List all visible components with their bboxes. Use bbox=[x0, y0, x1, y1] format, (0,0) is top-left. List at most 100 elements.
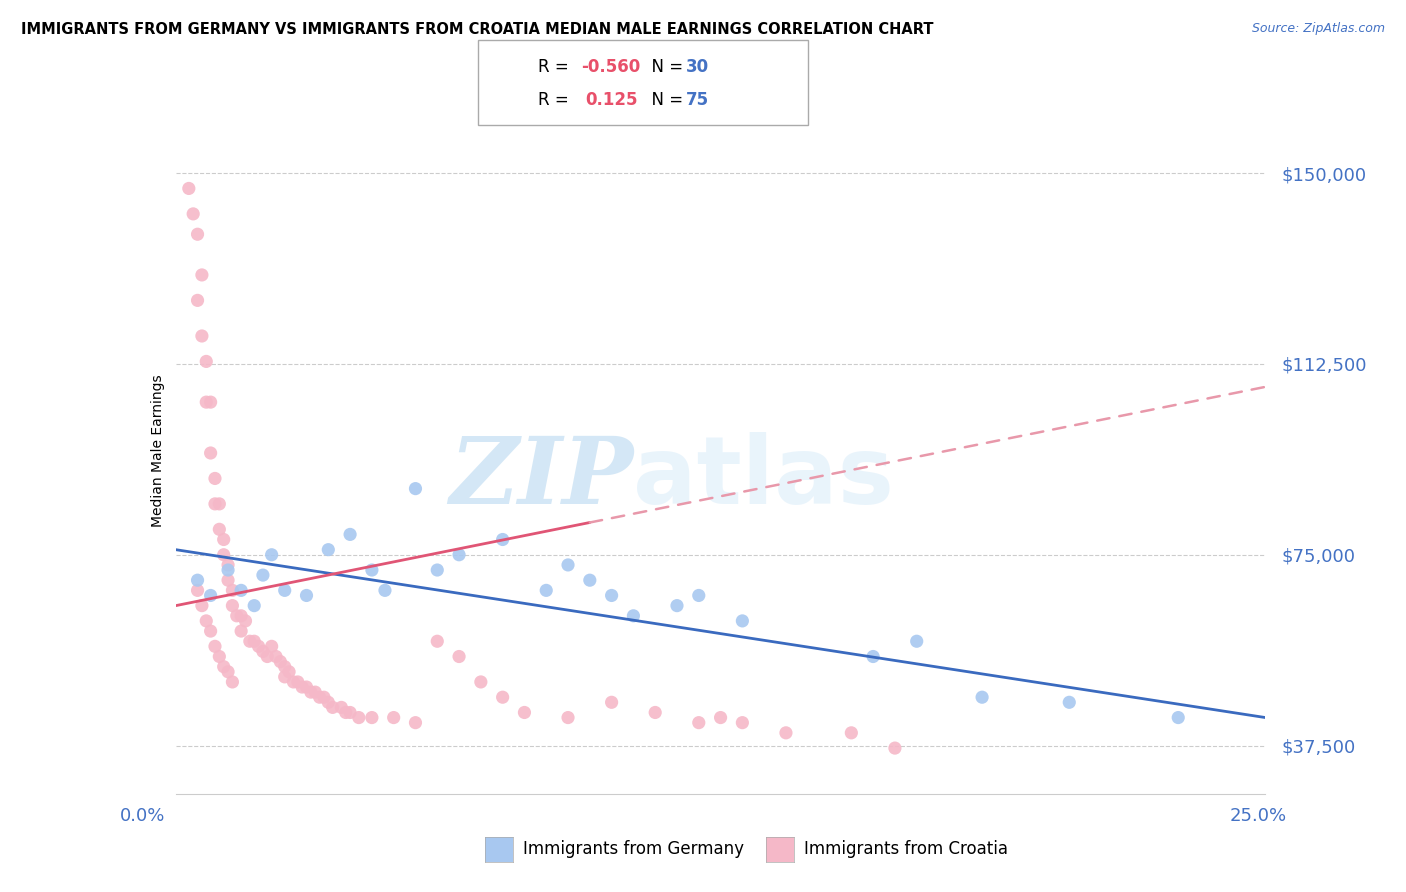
Point bbox=[191, 268, 214, 282]
Point bbox=[360, 710, 382, 724]
Point bbox=[231, 583, 253, 598]
Point bbox=[360, 563, 382, 577]
Point bbox=[221, 583, 243, 598]
Point bbox=[447, 649, 470, 664]
Point bbox=[269, 655, 291, 669]
Point bbox=[177, 181, 200, 195]
Point bbox=[217, 573, 239, 587]
Point bbox=[447, 548, 470, 562]
Point bbox=[260, 548, 283, 562]
Y-axis label: Median Male Earnings: Median Male Earnings bbox=[150, 374, 165, 527]
Point bbox=[200, 589, 222, 603]
Point bbox=[295, 680, 318, 694]
Point bbox=[775, 726, 797, 740]
Point bbox=[557, 558, 579, 572]
Point bbox=[252, 568, 274, 582]
Point bbox=[200, 395, 222, 409]
Point bbox=[191, 329, 214, 343]
Point bbox=[666, 599, 689, 613]
Point bbox=[322, 700, 344, 714]
Text: IMMIGRANTS FROM GERMANY VS IMMIGRANTS FROM CROATIA MEDIAN MALE EARNINGS CORRELAT: IMMIGRANTS FROM GERMANY VS IMMIGRANTS FR… bbox=[21, 22, 934, 37]
Point bbox=[186, 293, 209, 308]
Point bbox=[191, 599, 214, 613]
Text: 75: 75 bbox=[686, 91, 709, 109]
Point bbox=[212, 533, 235, 547]
Point bbox=[492, 690, 515, 705]
Text: -0.560: -0.560 bbox=[581, 58, 640, 76]
Point bbox=[579, 573, 602, 587]
Point bbox=[335, 706, 357, 720]
Point bbox=[212, 548, 235, 562]
Point bbox=[1167, 710, 1189, 724]
Text: atlas: atlas bbox=[633, 432, 894, 524]
Point bbox=[731, 715, 754, 730]
Text: 0.125: 0.125 bbox=[585, 91, 637, 109]
Point bbox=[200, 624, 222, 638]
Text: 25.0%: 25.0% bbox=[1229, 807, 1286, 825]
Point bbox=[243, 634, 266, 648]
Point bbox=[970, 690, 993, 705]
Point bbox=[382, 710, 405, 724]
Point bbox=[688, 589, 710, 603]
Point bbox=[688, 715, 710, 730]
Point bbox=[710, 710, 733, 724]
Point bbox=[1057, 695, 1080, 709]
Point bbox=[470, 675, 492, 690]
Point bbox=[339, 706, 361, 720]
Point bbox=[264, 649, 287, 664]
Point bbox=[208, 649, 231, 664]
Point bbox=[513, 706, 536, 720]
Point bbox=[534, 583, 557, 598]
Point bbox=[252, 644, 274, 658]
Point bbox=[347, 710, 370, 724]
Point bbox=[274, 583, 297, 598]
Point bbox=[278, 665, 301, 679]
Point bbox=[283, 675, 305, 690]
Point bbox=[841, 726, 863, 740]
Point bbox=[200, 446, 222, 460]
Text: Immigrants from Germany: Immigrants from Germany bbox=[523, 840, 744, 858]
Point bbox=[862, 649, 884, 664]
Point bbox=[274, 659, 297, 673]
Point bbox=[374, 583, 396, 598]
Point bbox=[208, 522, 231, 536]
Text: 0.0%: 0.0% bbox=[120, 807, 165, 825]
Point bbox=[905, 634, 928, 648]
Point bbox=[621, 608, 644, 623]
Point bbox=[204, 640, 226, 654]
Text: R =: R = bbox=[538, 58, 575, 76]
Point bbox=[204, 471, 226, 485]
Point bbox=[231, 624, 253, 638]
Point bbox=[304, 685, 326, 699]
Point bbox=[221, 675, 243, 690]
Point bbox=[339, 527, 361, 541]
Point bbox=[212, 659, 235, 673]
Point bbox=[295, 589, 318, 603]
Point bbox=[186, 227, 209, 242]
Point bbox=[884, 741, 907, 756]
Text: Immigrants from Croatia: Immigrants from Croatia bbox=[804, 840, 1008, 858]
Point bbox=[600, 695, 623, 709]
Point bbox=[195, 614, 218, 628]
Point bbox=[260, 640, 283, 654]
Point bbox=[235, 614, 257, 628]
Point bbox=[208, 497, 231, 511]
Point bbox=[231, 608, 253, 623]
Text: 30: 30 bbox=[686, 58, 709, 76]
Point bbox=[217, 665, 239, 679]
Point bbox=[308, 690, 330, 705]
Point bbox=[312, 690, 335, 705]
Point bbox=[247, 640, 270, 654]
Point bbox=[181, 207, 204, 221]
Point bbox=[186, 583, 209, 598]
Text: ZIP: ZIP bbox=[449, 433, 633, 523]
Point bbox=[299, 685, 322, 699]
Point bbox=[731, 614, 754, 628]
Text: Source: ZipAtlas.com: Source: ZipAtlas.com bbox=[1251, 22, 1385, 36]
Point bbox=[644, 706, 666, 720]
Point bbox=[405, 715, 427, 730]
Point bbox=[256, 649, 278, 664]
Point bbox=[318, 542, 340, 557]
Point bbox=[287, 675, 309, 690]
Point bbox=[217, 558, 239, 572]
